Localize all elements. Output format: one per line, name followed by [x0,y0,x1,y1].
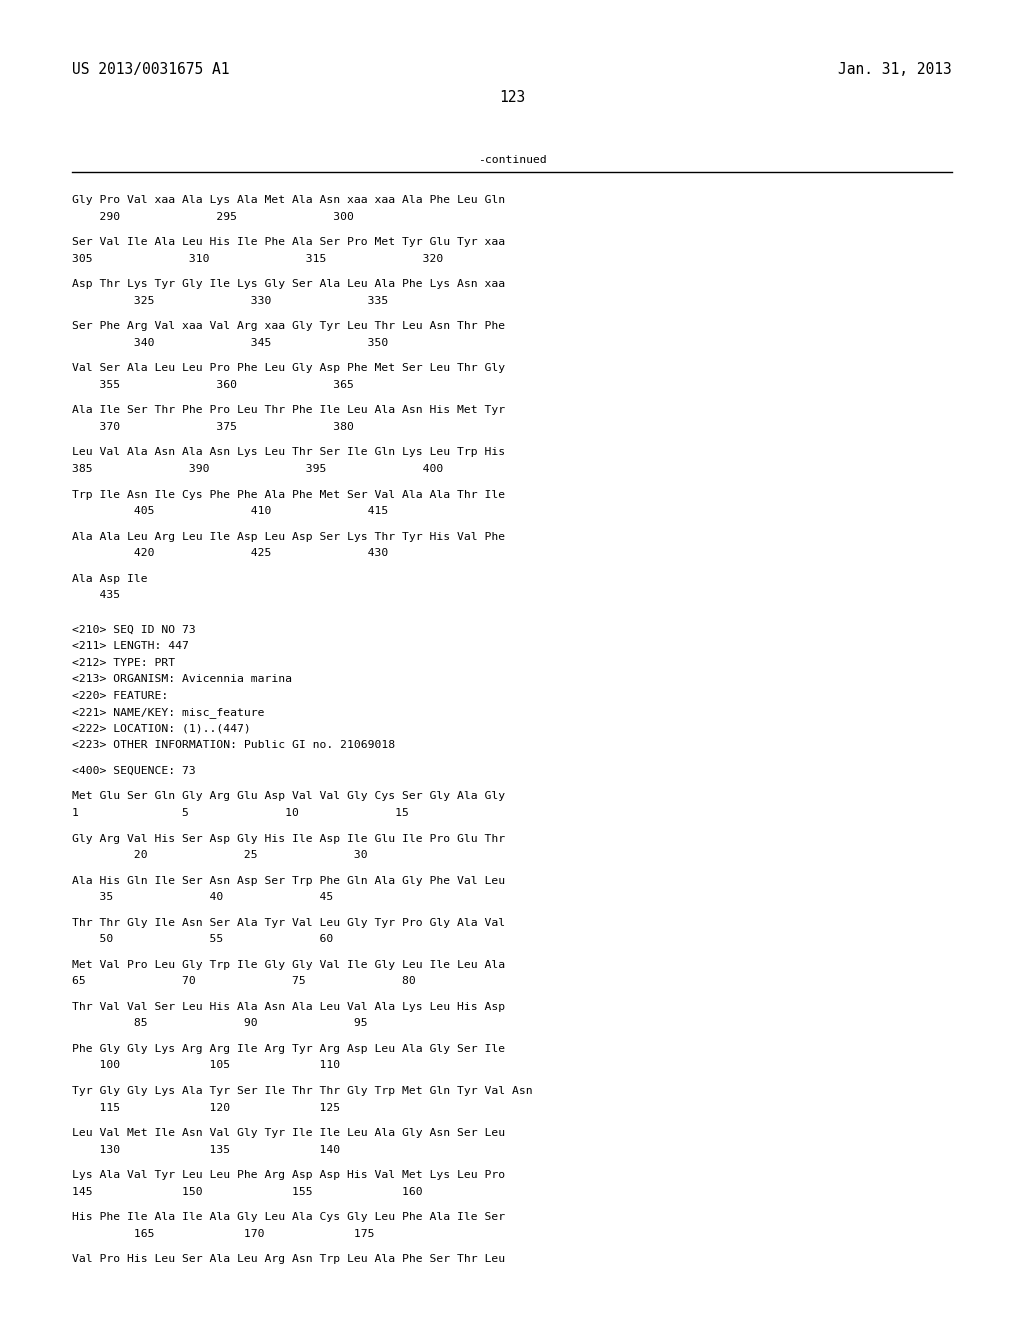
Text: 65              70              75              80: 65 70 75 80 [72,977,416,986]
Text: 130             135             140: 130 135 140 [72,1144,340,1155]
Text: Lys Ala Val Tyr Leu Leu Phe Arg Asp Asp His Val Met Lys Leu Pro: Lys Ala Val Tyr Leu Leu Phe Arg Asp Asp … [72,1170,505,1180]
Text: Jan. 31, 2013: Jan. 31, 2013 [839,62,952,77]
Text: 325              330              335: 325 330 335 [72,296,388,306]
Text: Met Glu Ser Gln Gly Arg Glu Asp Val Val Gly Cys Ser Gly Ala Gly: Met Glu Ser Gln Gly Arg Glu Asp Val Val … [72,792,505,801]
Text: 50              55              60: 50 55 60 [72,935,333,944]
Text: 405              410              415: 405 410 415 [72,506,388,516]
Text: 145             150             155             160: 145 150 155 160 [72,1187,423,1197]
Text: Ala Ile Ser Thr Phe Pro Leu Thr Phe Ile Leu Ala Asn His Met Tyr: Ala Ile Ser Thr Phe Pro Leu Thr Phe Ile … [72,405,505,416]
Text: 35              40              45: 35 40 45 [72,892,333,902]
Text: Thr Val Val Ser Leu His Ala Asn Ala Leu Val Ala Lys Leu His Asp: Thr Val Val Ser Leu His Ala Asn Ala Leu … [72,1002,505,1012]
Text: <210> SEQ ID NO 73: <210> SEQ ID NO 73 [72,624,196,635]
Text: Met Val Pro Leu Gly Trp Ile Gly Gly Val Ile Gly Leu Ile Leu Ala: Met Val Pro Leu Gly Trp Ile Gly Gly Val … [72,960,505,970]
Text: 1               5              10              15: 1 5 10 15 [72,808,409,818]
Text: 290              295              300: 290 295 300 [72,211,354,222]
Text: Phe Gly Gly Lys Arg Arg Ile Arg Tyr Arg Asp Leu Ala Gly Ser Ile: Phe Gly Gly Lys Arg Arg Ile Arg Tyr Arg … [72,1044,505,1053]
Text: 435: 435 [72,590,120,601]
Text: Gly Pro Val xaa Ala Lys Ala Met Ala Asn xaa xaa Ala Phe Leu Gln: Gly Pro Val xaa Ala Lys Ala Met Ala Asn … [72,195,505,205]
Text: 20              25              30: 20 25 30 [72,850,368,861]
Text: 385              390              395              400: 385 390 395 400 [72,463,443,474]
Text: <400> SEQUENCE: 73: <400> SEQUENCE: 73 [72,766,196,776]
Text: Asp Thr Lys Tyr Gly Ile Lys Gly Ser Ala Leu Ala Phe Lys Asn xaa: Asp Thr Lys Tyr Gly Ile Lys Gly Ser Ala … [72,279,505,289]
Text: 85              90              95: 85 90 95 [72,1018,368,1028]
Text: 370              375              380: 370 375 380 [72,422,354,432]
Text: Gly Arg Val His Ser Asp Gly His Ile Asp Ile Glu Ile Pro Glu Thr: Gly Arg Val His Ser Asp Gly His Ile Asp … [72,833,505,843]
Text: Ser Val Ile Ala Leu His Ile Phe Ala Ser Pro Met Tyr Glu Tyr xaa: Ser Val Ile Ala Leu His Ile Phe Ala Ser … [72,238,505,247]
Text: Tyr Gly Gly Lys Ala Tyr Ser Ile Thr Thr Gly Trp Met Gln Tyr Val Asn: Tyr Gly Gly Lys Ala Tyr Ser Ile Thr Thr … [72,1086,532,1096]
Text: US 2013/0031675 A1: US 2013/0031675 A1 [72,62,229,77]
Text: 355              360              365: 355 360 365 [72,380,354,389]
Text: Leu Val Met Ile Asn Val Gly Tyr Ile Ile Leu Ala Gly Asn Ser Leu: Leu Val Met Ile Asn Val Gly Tyr Ile Ile … [72,1129,505,1138]
Text: 340              345              350: 340 345 350 [72,338,388,347]
Text: 420              425              430: 420 425 430 [72,548,388,558]
Text: <220> FEATURE:: <220> FEATURE: [72,690,168,701]
Text: Ala Ala Leu Arg Leu Ile Asp Leu Asp Ser Lys Thr Tyr His Val Phe: Ala Ala Leu Arg Leu Ile Asp Leu Asp Ser … [72,532,505,541]
Text: <211> LENGTH: 447: <211> LENGTH: 447 [72,642,188,651]
Text: 123: 123 [499,90,525,106]
Text: Val Pro His Leu Ser Ala Leu Arg Asn Trp Leu Ala Phe Ser Thr Leu: Val Pro His Leu Ser Ala Leu Arg Asn Trp … [72,1254,505,1265]
Text: <221> NAME/KEY: misc_feature: <221> NAME/KEY: misc_feature [72,708,264,718]
Text: -continued: -continued [477,154,547,165]
Text: <222> LOCATION: (1)..(447): <222> LOCATION: (1)..(447) [72,723,251,734]
Text: <223> OTHER INFORMATION: Public GI no. 21069018: <223> OTHER INFORMATION: Public GI no. 2… [72,741,395,750]
Text: Ala His Gln Ile Ser Asn Asp Ser Trp Phe Gln Ala Gly Phe Val Leu: Ala His Gln Ile Ser Asn Asp Ser Trp Phe … [72,875,505,886]
Text: Trp Ile Asn Ile Cys Phe Phe Ala Phe Met Ser Val Ala Ala Thr Ile: Trp Ile Asn Ile Cys Phe Phe Ala Phe Met … [72,490,505,499]
Text: Thr Thr Gly Ile Asn Ser Ala Tyr Val Leu Gly Tyr Pro Gly Ala Val: Thr Thr Gly Ile Asn Ser Ala Tyr Val Leu … [72,917,505,928]
Text: Ser Phe Arg Val xaa Val Arg xaa Gly Tyr Leu Thr Leu Asn Thr Phe: Ser Phe Arg Val xaa Val Arg xaa Gly Tyr … [72,321,505,331]
Text: Ala Asp Ile: Ala Asp Ile [72,574,147,583]
Text: His Phe Ile Ala Ile Ala Gly Leu Ala Cys Gly Leu Phe Ala Ile Ser: His Phe Ile Ala Ile Ala Gly Leu Ala Cys … [72,1212,505,1222]
Text: 115             120             125: 115 120 125 [72,1102,340,1113]
Text: 100             105             110: 100 105 110 [72,1060,340,1071]
Text: Val Ser Ala Leu Leu Pro Phe Leu Gly Asp Phe Met Ser Leu Thr Gly: Val Ser Ala Leu Leu Pro Phe Leu Gly Asp … [72,363,505,374]
Text: <213> ORGANISM: Avicennia marina: <213> ORGANISM: Avicennia marina [72,675,292,684]
Text: 165             170             175: 165 170 175 [72,1229,375,1238]
Text: 305              310              315              320: 305 310 315 320 [72,253,443,264]
Text: Leu Val Ala Asn Ala Asn Lys Leu Thr Ser Ile Gln Lys Leu Trp His: Leu Val Ala Asn Ala Asn Lys Leu Thr Ser … [72,447,505,458]
Text: <212> TYPE: PRT: <212> TYPE: PRT [72,657,175,668]
